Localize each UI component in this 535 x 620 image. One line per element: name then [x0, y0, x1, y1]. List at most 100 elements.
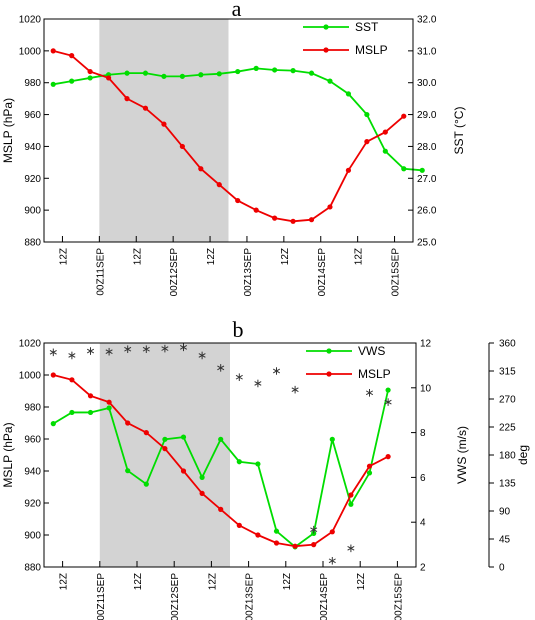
series-point-vws — [69, 409, 75, 416]
outer-axis-title: deg — [516, 445, 530, 465]
x-axis-tick-label: 12Z — [132, 248, 143, 265]
right-axis-title: VWS (m/s) — [455, 426, 469, 484]
panel-label: b — [233, 317, 244, 342]
series-point-mslp — [143, 430, 149, 436]
shaded-period — [99, 343, 230, 567]
wind-direction-point — [86, 347, 95, 355]
asterisk-stroke — [384, 399, 392, 405]
wind-direction-point — [68, 351, 76, 360]
left-axis-tick-label: 940 — [24, 142, 41, 153]
series-point-sst — [69, 78, 75, 84]
series-point-mslp — [311, 542, 317, 548]
right-axis-tick-label: 30.0 — [417, 78, 437, 89]
series-point-mslp — [87, 393, 94, 399]
series-point-mslp — [179, 143, 185, 150]
series-point-sst — [290, 68, 296, 74]
series-point-mslp — [199, 490, 205, 496]
wind-direction-point — [217, 364, 225, 372]
x-axis-tick-label: 12Z — [356, 573, 367, 590]
series-point-vws — [199, 474, 205, 480]
series-point-vws — [329, 436, 335, 442]
series-point-vws — [125, 468, 131, 474]
outer-axis-tick-label: 225 — [499, 423, 516, 434]
series-point-sst — [216, 71, 222, 77]
legend-label-mslp: MSLP — [358, 367, 391, 381]
wind-direction-point — [198, 351, 206, 360]
x-axis-tick-label: 12Z — [58, 248, 69, 265]
outer-axis-tick-label: 270 — [499, 395, 516, 406]
right-axis-tick-label: 32.0 — [417, 15, 437, 26]
right-axis-tick-label: 28.0 — [417, 142, 437, 153]
series-point-mslp — [290, 218, 296, 224]
series-point-mslp — [50, 372, 56, 378]
wind-direction-point — [161, 344, 169, 353]
series-point-mslp — [364, 139, 370, 145]
wind-direction-point — [384, 398, 392, 406]
series-point-mslp — [162, 446, 168, 452]
series-point-vws — [143, 481, 149, 487]
series-point-mslp — [236, 522, 242, 529]
series-point-mslp — [327, 204, 333, 210]
series-point-mslp — [69, 53, 75, 59]
series-point-mslp — [329, 529, 335, 535]
series-point-mslp — [161, 121, 167, 127]
chart-panel-a: a 880 900 920 940 960 980 1000 1020 MSLP (hPa) 25.… — [1, 0, 466, 296]
series-point-mslp — [273, 540, 280, 546]
series-point-mslp — [272, 215, 278, 221]
right-axis-tick-label: 29.0 — [417, 110, 437, 121]
left-axis-tick-label: 900 — [24, 531, 41, 542]
asterisk-stroke — [161, 346, 169, 351]
series-point-vws — [162, 436, 168, 442]
wind-direction-point — [347, 544, 355, 553]
series-point-sst — [308, 70, 315, 76]
asterisk-stroke — [291, 387, 299, 392]
right-axis-tick-label: 6 — [420, 473, 426, 484]
wind-direction-point — [235, 373, 243, 382]
series-point-mslp — [216, 182, 222, 188]
left-axis-tick-label: 980 — [24, 403, 41, 414]
wind-direction-point — [142, 345, 150, 354]
series-point-sst — [253, 65, 259, 71]
x-axis-tick-label: 12Z — [207, 573, 218, 590]
outer-axis-tick-label: 0 — [499, 563, 505, 574]
series-point-mslp — [255, 532, 261, 538]
asterisk-stroke — [142, 346, 150, 352]
series-point-vws — [236, 459, 242, 465]
left-axis-tick-label: 960 — [24, 435, 41, 446]
series-point-mslp — [345, 167, 352, 173]
outer-axis-tick-label: 90 — [499, 507, 511, 518]
asterisk-stroke — [86, 348, 95, 354]
left-axis-tick-label: 1000 — [19, 371, 42, 382]
series-point-mslp — [69, 377, 75, 383]
series-point-sst — [382, 148, 388, 154]
right-axis-tick-label: 10 — [420, 383, 432, 394]
x-axis-tick-label: 12Z — [59, 573, 70, 590]
right-axis-tick-label: 27.0 — [417, 174, 437, 185]
left-axis-tick-label: 980 — [24, 78, 41, 89]
x-axis-tick-label: 12Z — [280, 248, 291, 265]
asterisk-stroke — [272, 368, 281, 374]
series-point-mslp — [142, 105, 149, 111]
outer-axis-tick-label: 180 — [499, 451, 516, 462]
x-axis-tick-label: 12Z — [206, 248, 217, 265]
left-axis-title: MSLP (hPa) — [1, 98, 15, 163]
legend-marker-mslp — [323, 47, 329, 53]
wind-direction-point — [124, 345, 132, 354]
x-axis-tick-label: 00Z11SEP — [96, 573, 107, 620]
right-axis-tick-label: 8 — [420, 428, 426, 439]
series-point-sst — [198, 72, 204, 78]
series-point-mslp — [385, 454, 391, 460]
legend-marker-mslp — [326, 371, 332, 377]
series-point-sst — [142, 70, 149, 76]
wind-direction-point — [179, 343, 188, 352]
plot-frame — [43, 342, 417, 568]
x-axis-tick-label: 12Z — [133, 573, 144, 590]
asterisk-stroke — [198, 353, 206, 358]
wind-direction-point — [105, 347, 113, 356]
left-axis-tick-label: 940 — [24, 467, 41, 478]
wind-direction-point — [254, 379, 262, 388]
outer-axis-tick-label: 135 — [499, 479, 516, 490]
wind-direction-point — [328, 556, 336, 565]
